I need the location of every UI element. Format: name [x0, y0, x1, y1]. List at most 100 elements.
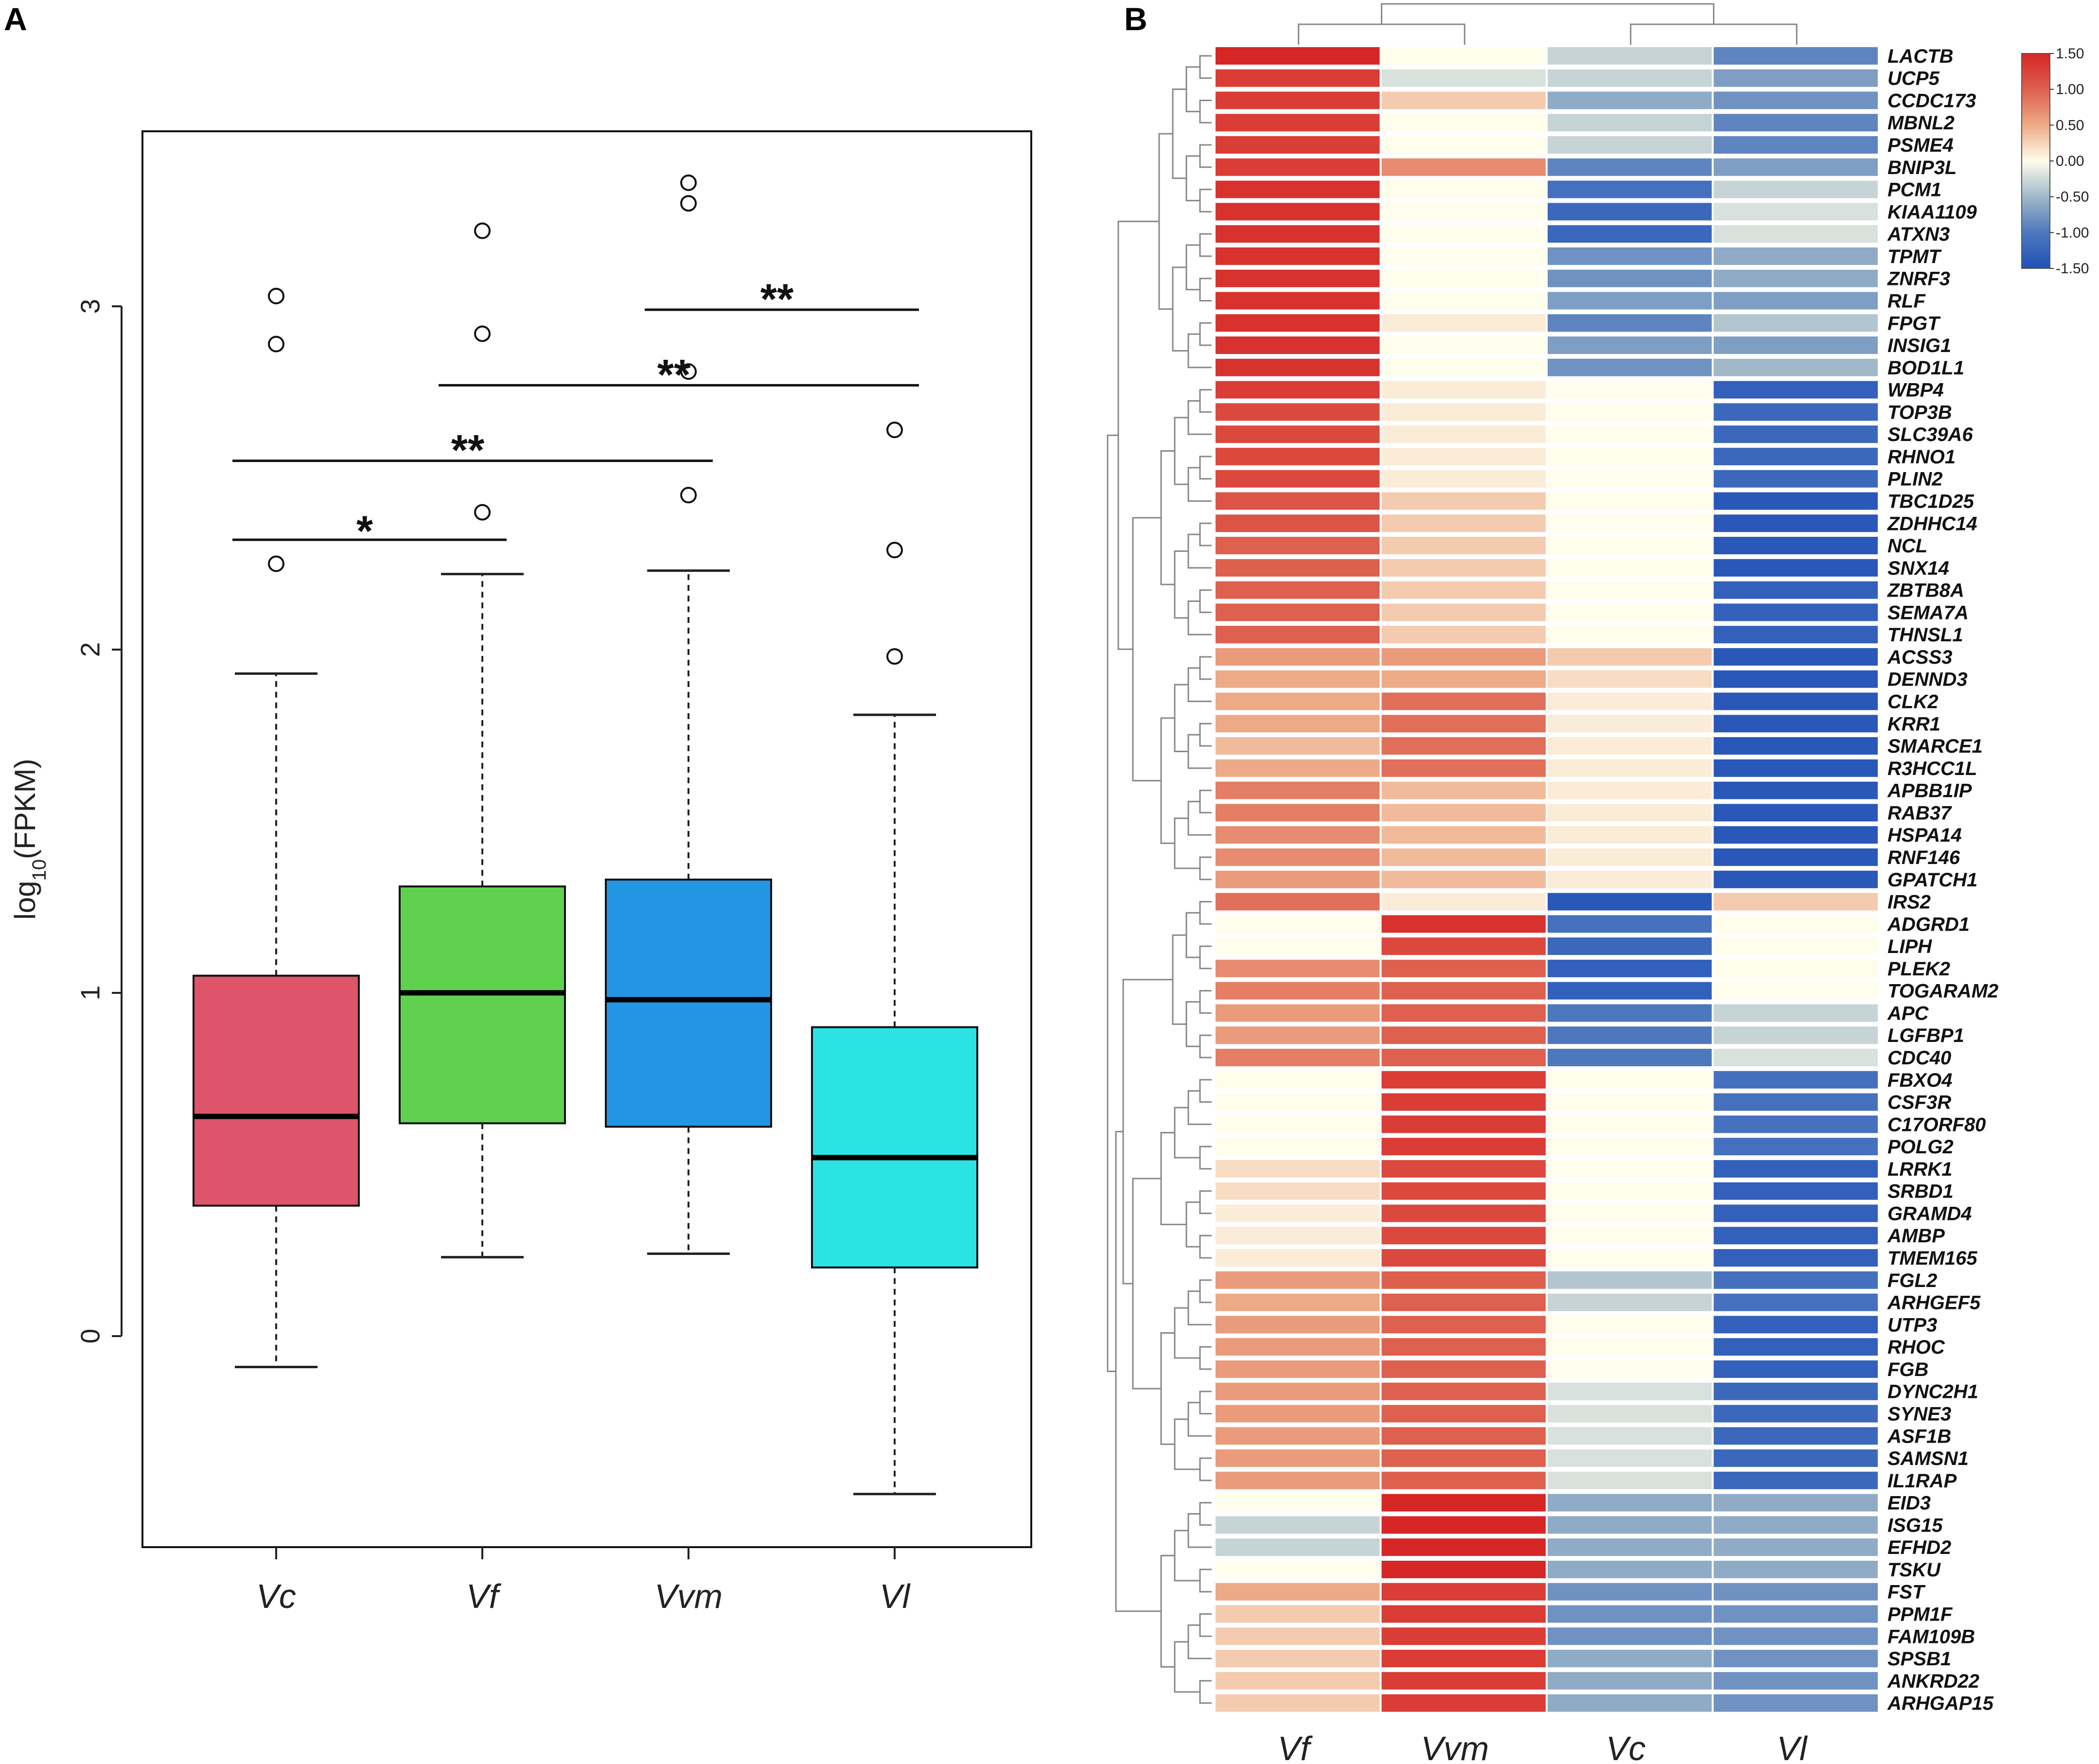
colorbar-segment [2022, 225, 2050, 229]
gene-label: UCP5 [1887, 68, 1940, 89]
colorbar-segment [2022, 118, 2050, 121]
colorbar-segment [2022, 189, 2050, 193]
heatmap-cell [1381, 826, 1546, 844]
panel-label-b: B [1124, 1, 1147, 37]
heatmap-cell [1713, 937, 1878, 955]
colorbar-segment [2022, 106, 2050, 109]
gene-label: FGB [1887, 1359, 1928, 1380]
colorbar-segment [2022, 177, 2050, 181]
outlier-point [474, 222, 491, 239]
colorbar-segment [2022, 161, 2050, 164]
heatmap-cell [1548, 581, 1712, 599]
gene-label: ATXN3 [1887, 224, 1950, 245]
gene-label: CLK2 [1887, 691, 1938, 713]
colorbar-segment [2022, 194, 2050, 197]
heatmap-cell [1548, 1026, 1712, 1044]
heatmap-cell [1216, 1516, 1380, 1534]
colorbar-segment [2022, 65, 2050, 69]
heatmap-cell [1713, 626, 1878, 644]
heatmap-cell [1381, 136, 1546, 154]
heatmap-cell [1381, 959, 1546, 977]
heatmap-cell [1216, 247, 1380, 265]
heatmap-cell [1381, 91, 1546, 109]
heatmap-cell [1713, 514, 1878, 532]
heatmap-cell [1548, 492, 1712, 510]
box-vf [399, 222, 566, 1259]
heatmap-cell [1548, 1449, 1712, 1467]
gene-label: PLIN2 [1887, 469, 1942, 490]
heatmap-cell [1713, 1405, 1878, 1423]
heatmap-cell [1381, 1338, 1546, 1356]
heatmap-cell [1381, 692, 1546, 710]
heatmap-cell [1216, 1672, 1380, 1690]
heatmap-cell [1216, 559, 1380, 577]
heatmap-cell [1216, 603, 1380, 621]
heatmap-cell [1381, 1583, 1546, 1601]
heatmap-cell [1216, 1605, 1380, 1623]
heatmap-cell [1713, 1249, 1878, 1267]
colorbar-segment [2022, 199, 2050, 202]
heatmap-cell [1216, 1115, 1380, 1133]
colorbar-segment [2022, 180, 2050, 183]
heatmap-cell [1548, 1494, 1712, 1512]
heatmap-cell [1548, 937, 1712, 955]
row-dendrogram [1107, 55, 1212, 1704]
heatmap-cell [1713, 581, 1878, 599]
heatmap-cell [1713, 1293, 1878, 1311]
gene-label: KRR1 [1887, 713, 1940, 735]
gene-label: PSME4 [1887, 135, 1954, 156]
heatmap-column-label: Vvm [1421, 1729, 1489, 1764]
colorbar-segment [2022, 99, 2050, 102]
heatmap-cell [1713, 759, 1878, 777]
heatmap-cell [1381, 937, 1546, 955]
heatmap-cell [1713, 737, 1878, 755]
heatmap-cell [1216, 715, 1380, 733]
gene-label: RAB37 [1887, 802, 1952, 824]
colorbar-segment [2022, 173, 2050, 176]
heatmap-cell [1216, 292, 1380, 310]
gene-label: DYNC2H1 [1887, 1381, 1978, 1403]
gene-label: ZDHHC14 [1887, 513, 1977, 534]
heatmap-cell [1713, 314, 1878, 332]
gene-label: TPMT [1887, 246, 1942, 267]
colorbar-segment [2022, 235, 2050, 238]
heatmap-cell [1216, 648, 1380, 666]
colorbar-segment [2022, 215, 2050, 219]
heatmap-cell [1216, 1271, 1380, 1289]
gene-label: KIAA1109 [1887, 201, 1977, 223]
gene-label: C17ORF80 [1887, 1114, 1986, 1135]
colorbar-segment [2022, 104, 2050, 107]
heatmap-cell [1216, 1583, 1380, 1601]
heatmap-cell [1713, 1516, 1878, 1534]
heatmap-cell [1381, 492, 1546, 510]
colorbar-segment [2022, 68, 2050, 71]
heatmap-cell [1713, 180, 1878, 198]
heatmap-cell [1548, 403, 1712, 421]
colorbar-tick-label: -1.00 [2056, 225, 2089, 241]
heatmap-cell [1381, 1672, 1546, 1690]
heatmap-cell [1381, 1694, 1546, 1712]
gene-label: PCM1 [1887, 179, 1941, 201]
heatmap-cell [1548, 1115, 1712, 1133]
gene-label: INSIG1 [1887, 335, 1951, 356]
heatmap-cell [1548, 1071, 1712, 1089]
heatmap-cell [1548, 692, 1712, 710]
y-tick-label: 2 [75, 642, 106, 657]
heatmap-cell [1548, 959, 1712, 977]
colorbar-segment [2022, 196, 2050, 200]
significance-label: * [356, 507, 373, 555]
gene-label: UTP3 [1887, 1314, 1937, 1336]
heatmap-cell [1216, 425, 1380, 443]
heatmap-cell [1381, 804, 1546, 822]
heatmap-cell [1548, 737, 1712, 755]
heatmap-cell [1381, 1405, 1546, 1423]
significance-label: ** [451, 426, 485, 474]
colorbar-segment [2022, 175, 2050, 178]
heatmap-cell [1381, 1316, 1546, 1334]
heatmap-cell [1548, 447, 1712, 465]
outlier-point [268, 287, 284, 304]
heatmap-cell [1548, 203, 1712, 221]
colorbar-segment [2022, 123, 2050, 126]
heatmap-cell [1548, 1338, 1712, 1356]
